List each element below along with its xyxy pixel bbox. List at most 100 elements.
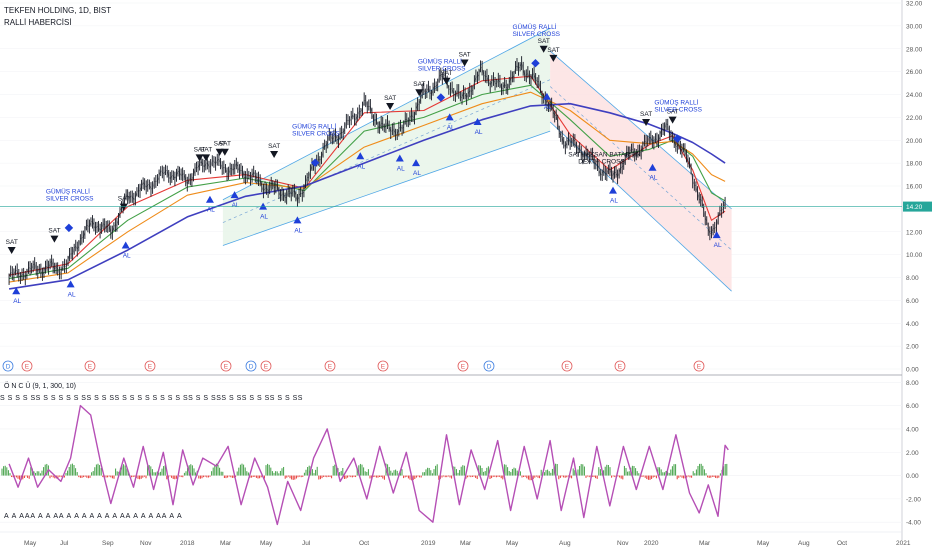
osc-tick-label: 0.00 <box>906 473 919 480</box>
price-tick-label: 4.00 <box>906 321 919 328</box>
event-marker-E <box>84 360 96 372</box>
time-tick-label: Nov <box>617 540 629 547</box>
time-tick-label: 2020 <box>644 540 659 547</box>
buy-triangle-marker <box>648 163 657 171</box>
event-marker-D <box>245 360 257 372</box>
silver-cross-diamond <box>64 223 74 233</box>
oscillator-axis: 8.00 6.00 4.00 2.00 0.00 -2.00 -4.00 <box>0 380 921 527</box>
buy-triangle-marker <box>542 92 551 100</box>
event-marker-letter: E <box>224 364 229 371</box>
sell-label: SAT <box>194 146 206 153</box>
price-tick-label: 8.00 <box>906 275 919 282</box>
buy-label: AL <box>610 198 618 205</box>
price-tick-label: 22.00 <box>906 115 923 122</box>
time-tick-label: Sep <box>102 540 114 547</box>
event-marker-letter: E <box>264 364 269 371</box>
time-tick-label: May <box>757 540 770 547</box>
time-axis: May Jul Sep Nov 2018 Mar May Jul Oct 2019 Mar May Au… <box>0 531 911 547</box>
event-marker-letter: D <box>487 364 492 371</box>
time-tick-label: 2021 <box>896 540 911 547</box>
indicator-title: RALLİ HABERCİSİ <box>4 18 72 27</box>
price-tick-label: 16.00 <box>906 184 923 191</box>
buy-label: AL <box>260 214 268 221</box>
sell-label: SAT <box>538 38 550 45</box>
event-marker-letter: D <box>249 364 254 371</box>
sell-triangle-marker <box>442 77 451 85</box>
price-tick-label: 6.00 <box>906 298 919 305</box>
osc-tick-label: 2.00 <box>906 450 919 457</box>
channel-upper-uptrend <box>222 27 551 201</box>
osc-tick-label: -4.00 <box>906 520 921 527</box>
event-marker-letter: E <box>461 364 466 371</box>
sell-triangle-marker <box>202 154 211 162</box>
buy-triangle-marker <box>473 117 482 125</box>
sell-label: SAT <box>268 143 280 150</box>
silver-cross-label: GÜMÜŞ RALLİ <box>512 22 556 31</box>
event-marker-E <box>220 360 232 372</box>
sell-label: SAT <box>200 146 212 153</box>
event-marker-E <box>457 360 469 372</box>
buy-triangle-marker <box>293 216 302 224</box>
bottom-a-markers: A A AAA A A AA A A A A A A A AA A A A AA… <box>4 513 183 520</box>
silver-cross-diamond <box>310 158 320 167</box>
last-price-box <box>903 201 932 212</box>
buy-label: AL <box>650 175 658 182</box>
buy-triangle-marker <box>66 280 75 288</box>
buy-label: AL <box>475 129 483 136</box>
osc-tick-label: 4.00 <box>906 426 919 433</box>
sell-label: SAT <box>547 47 559 54</box>
oscillator-pane: Ö N C Ü (9, 1, 300, 10) S S S S SS S S S … <box>0 382 729 526</box>
event-marker-letter: E <box>618 364 623 371</box>
buy-label: AL <box>123 252 131 259</box>
event-marker-letter: D <box>6 364 11 371</box>
buy-triangle-marker <box>356 152 365 160</box>
time-tick-label: May <box>260 540 273 547</box>
time-tick-label: 2019 <box>421 540 436 547</box>
time-tick-label: Oct <box>837 540 847 547</box>
event-marker-D <box>483 360 495 372</box>
event-marker-D <box>2 360 14 372</box>
buy-triangle-marker <box>712 231 721 239</box>
buy-label: AL <box>294 227 302 234</box>
sell-label: SAT <box>459 51 471 58</box>
channel-mid-downtrend <box>549 86 732 251</box>
sell-triangle-marker <box>270 150 279 158</box>
top-s-markers: S S S S SS S S S S S SS S S SS S S S S S… <box>0 395 303 402</box>
buy-triangle-marker <box>259 202 268 210</box>
symbol-title: TEKFEN HOLDING, 1D, BIST <box>4 6 112 15</box>
sell-label: SAT <box>118 196 130 203</box>
sell-triangle-marker <box>7 247 16 255</box>
event-marker-E <box>614 360 626 372</box>
sell-triangle-marker <box>50 235 59 243</box>
buy-triangle-marker <box>12 287 21 295</box>
sell-triangle-marker <box>119 203 128 211</box>
time-tick-label: Jul <box>60 540 69 547</box>
sell-triangle-marker <box>415 89 424 97</box>
sell-triangle-marker <box>642 118 651 126</box>
time-tick-label: Aug <box>559 540 571 547</box>
time-tick-label: Aug <box>798 540 810 547</box>
price-tick-label: 28.00 <box>906 46 923 53</box>
sell-label: SAT <box>384 95 396 102</box>
event-marker-letter: E <box>25 364 30 371</box>
event-marker-E <box>324 360 336 372</box>
event-marker-letter: E <box>381 364 386 371</box>
last-price-tag: 14.20 <box>0 201 932 212</box>
buy-triangle-marker <box>230 191 239 199</box>
last-price-text: 14.20 <box>906 204 923 211</box>
axis-background <box>902 0 932 550</box>
death-cross-label: SATMAZSAN BATARSIN <box>568 151 641 158</box>
osc-tick-label: 8.00 <box>906 380 919 387</box>
silver-cross-label: SILVER CROSS <box>292 131 340 138</box>
event-marker-letter: E <box>697 364 702 371</box>
sell-triangle-marker <box>195 154 204 162</box>
buy-triangle-marker <box>395 154 404 162</box>
time-tick-label: May <box>506 540 519 547</box>
channel-upper-downtrend <box>549 50 732 210</box>
price-series <box>8 56 726 286</box>
price-tick-label: 10.00 <box>906 252 923 259</box>
